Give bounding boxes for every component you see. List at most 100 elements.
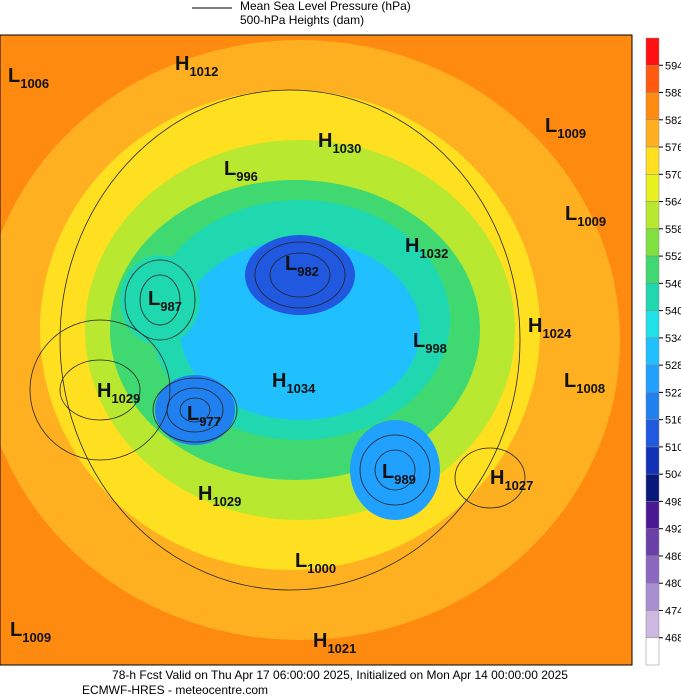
center-value: 982 [297, 264, 319, 279]
colorbar-swatch [645, 228, 660, 257]
colorbar-tick-label: 528 [665, 360, 681, 372]
colorbar-tick-label: 468 [665, 633, 681, 645]
colorbar-swatch [645, 283, 660, 311]
colorbar-tick-label: 594 [665, 60, 681, 72]
colorbar-tick-label: 558 [665, 224, 681, 236]
colorbar-tick-label: 552 [665, 251, 681, 263]
pressure-center: H1032 [405, 235, 448, 261]
legend-line-text: Mean Sea Level Pressure (hPa) [240, 0, 411, 13]
colorbar-tick-label: 534 [665, 333, 681, 345]
colorbar-tick-label: 516 [665, 415, 681, 427]
center-value: 1009 [577, 214, 606, 229]
pressure-center: L1009 [565, 203, 606, 229]
footer-line-1: 78-h Fcst Valid on Thu Apr 17 06:00:00 2… [112, 668, 568, 682]
colorbar-swatch [645, 446, 660, 475]
colorbar-swatch [645, 364, 660, 393]
pressure-center: L982 [285, 253, 319, 279]
center-value: 1034 [286, 381, 316, 396]
colorbar-swatch [645, 201, 660, 230]
center-letter: L [10, 619, 22, 641]
center-letter: L [224, 158, 236, 180]
colorbar-swatch [645, 37, 660, 66]
center-value: 998 [425, 341, 447, 356]
colorbar-swatch [645, 92, 660, 121]
colorbar-swatch [645, 174, 660, 202]
center-letter: H [198, 483, 212, 505]
pressure-center: L989 [382, 461, 416, 487]
colorbar-swatch [645, 146, 660, 175]
colorbar-swatch [645, 555, 660, 584]
pressure-center: L1009 [545, 115, 586, 141]
colorbar-tick-label: 546 [665, 278, 681, 290]
pressure-center: H1029 [198, 483, 241, 509]
colorbar-swatch [645, 310, 660, 339]
center-value: 1009 [22, 630, 51, 645]
center-letter: H [272, 370, 286, 392]
center-letter: L [565, 203, 577, 225]
center-value: 1006 [20, 76, 49, 91]
footer-line-2: ECMWF-HRES - meteocentre.com [82, 683, 268, 697]
center-value: 1021 [327, 641, 356, 656]
center-value: 1029 [212, 494, 241, 509]
colorbar-swatch [645, 610, 660, 638]
center-letter: H [528, 315, 542, 337]
pressure-center: L987 [148, 288, 182, 314]
center-value: 987 [160, 299, 182, 314]
pressure-center: H1030 [318, 130, 361, 156]
center-value: 1027 [504, 478, 533, 493]
colorbar-tick-label: 492 [665, 524, 681, 536]
colorbar-tick-label: 570 [665, 169, 681, 181]
center-letter: L [295, 550, 307, 572]
pressure-center: L1006 [8, 65, 49, 91]
colorbar-tick-label: 510 [665, 442, 681, 454]
center-letter: H [490, 467, 504, 489]
map-frame [0, 34, 633, 666]
center-letter: H [175, 53, 189, 75]
center-letter: L [285, 253, 297, 275]
colorbar-swatch [645, 582, 660, 611]
colorbar-swatch [645, 119, 660, 148]
colorbar-swatch [645, 255, 660, 284]
pressure-center: L998 [413, 330, 447, 356]
colorbar-tick-label: 480 [665, 578, 681, 590]
center-value: 977 [199, 414, 221, 429]
center-value: 1030 [332, 141, 361, 156]
colorbar-swatch [645, 473, 660, 502]
colorbar-swatch [645, 392, 660, 420]
colorbar-tick-label: 504 [665, 469, 681, 481]
colorbar-swatch [645, 501, 660, 529]
colorbar-swatch [645, 528, 660, 557]
center-value: 1009 [557, 126, 586, 141]
colorbar-tick-label: 576 [665, 142, 681, 154]
colorbar-tick-label: 540 [665, 306, 681, 318]
pressure-center: L977 [187, 403, 221, 429]
pressure-center: H1029 [97, 380, 140, 406]
center-letter: H [405, 235, 419, 257]
colorbar-tick-label: 498 [665, 496, 681, 508]
pressure-center: L1009 [10, 619, 51, 645]
center-value: 989 [394, 472, 416, 487]
legend-fill-text: 500-hPa Heights (dam) [240, 13, 364, 27]
map-field [0, 35, 632, 665]
center-value: 996 [236, 169, 258, 184]
center-value: 1032 [419, 246, 448, 261]
center-letter: H [97, 380, 111, 402]
center-letter: L [8, 65, 20, 87]
center-letter: L [382, 461, 394, 483]
colorbar-swatch [645, 337, 660, 366]
pressure-center: H1012 [175, 53, 218, 79]
center-letter: H [318, 130, 332, 152]
center-letter: H [313, 630, 327, 652]
colorbar-tick-label: 486 [665, 551, 681, 563]
colorbar-tick-label: 564 [665, 197, 681, 209]
center-value: 1012 [189, 64, 218, 79]
colorbar-swatch [645, 419, 660, 448]
center-value: 1029 [111, 391, 140, 406]
colorbar-tick-label: 582 [665, 115, 681, 127]
center-letter: L [148, 288, 160, 310]
center-value: 1000 [307, 561, 336, 576]
colorbar-tick-label: 522 [665, 387, 681, 399]
colorbar-swatch [645, 65, 660, 93]
pressure-center: L996 [224, 158, 258, 184]
